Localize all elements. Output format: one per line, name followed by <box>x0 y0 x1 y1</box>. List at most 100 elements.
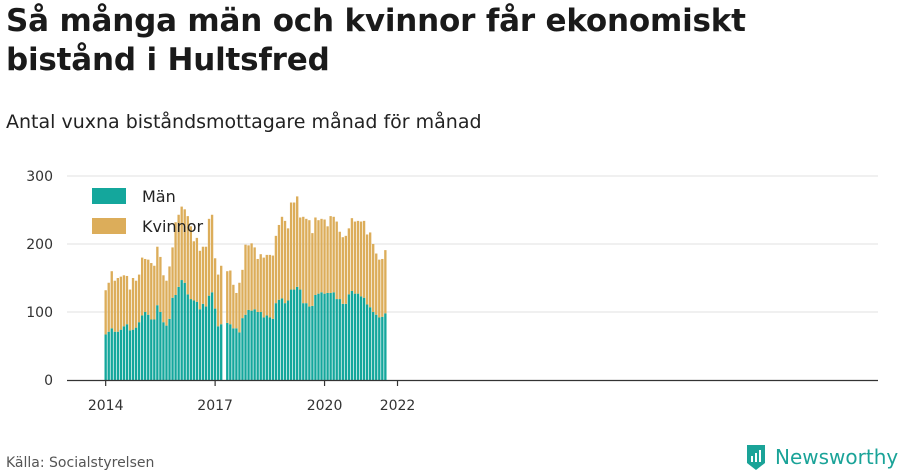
bar-kvinnor <box>137 274 141 323</box>
bar-man <box>198 309 202 380</box>
bar-man <box>177 286 180 380</box>
bar-kvinnor <box>283 220 287 304</box>
bar-man <box>262 317 265 380</box>
bar-man <box>253 309 256 380</box>
bar-kvinnor <box>362 220 366 298</box>
bar-man <box>204 306 208 380</box>
bar-man <box>226 322 229 380</box>
bar-man <box>189 299 192 380</box>
bar-man <box>238 332 241 380</box>
legend-label-kvinnor: Kvinnor <box>142 217 203 236</box>
legend-label-man: Män <box>142 187 176 206</box>
bar-man <box>186 294 189 380</box>
bar-kvinnor <box>122 275 126 327</box>
bar-kvinnor <box>207 218 211 296</box>
bar-man <box>356 293 360 380</box>
bar-kvinnor <box>150 263 153 320</box>
bar-kvinnor <box>271 255 275 319</box>
y-tick-label: 200 <box>26 237 53 253</box>
bar-man <box>311 305 314 380</box>
bar-kvinnor <box>347 228 351 295</box>
bar-kvinnor <box>195 237 199 302</box>
bar-man <box>110 328 113 380</box>
bar-kvinnor <box>274 235 278 304</box>
bar-kvinnor <box>192 241 196 301</box>
bar-kvinnor <box>189 226 192 300</box>
bar-kvinnor <box>332 216 335 293</box>
bar-man <box>341 303 344 380</box>
newsworthy-brand[interactable]: Newsworthy <box>745 442 898 472</box>
bar-kvinnor <box>165 280 168 326</box>
bar-man <box>368 307 372 380</box>
bar-kvinnor <box>314 217 317 295</box>
bar-man <box>329 292 332 380</box>
bar-man <box>372 312 375 380</box>
bar-kvinnor <box>356 220 360 294</box>
bar-man <box>153 319 156 380</box>
brand-name: Newsworthy <box>775 445 899 469</box>
bar-man <box>365 304 369 380</box>
bar-man <box>137 322 141 380</box>
bar-man <box>244 314 247 380</box>
bar-kvinnor <box>344 235 348 304</box>
bar-kvinnor <box>299 217 302 290</box>
bar-man <box>314 295 317 380</box>
bar-man <box>347 294 351 380</box>
bar-kvinnor <box>232 284 235 329</box>
bar-man <box>171 297 174 380</box>
bar-kvinnor <box>107 282 110 332</box>
bar-kvinnor <box>198 250 202 310</box>
stacked-bar-chart: 0 100 200 300 2014 2017 2020 2022 Män Kvinnor <box>26 169 878 414</box>
bar-kvinnor <box>326 226 329 293</box>
bar-man <box>232 328 235 380</box>
bar-man <box>201 303 205 380</box>
bar-kvinnor <box>238 282 241 333</box>
bar-kvinnor <box>292 202 296 290</box>
bar-kvinnor <box>131 278 135 330</box>
bar-kvinnor <box>365 234 369 305</box>
bar-man <box>271 318 275 380</box>
bar-kvinnor <box>368 232 372 308</box>
bar-kvinnor <box>134 280 138 328</box>
bar-man <box>344 303 348 380</box>
bar-man <box>119 329 123 380</box>
bar-kvinnor <box>256 258 259 312</box>
bar-kvinnor <box>216 274 220 327</box>
bar-kvinnor <box>104 290 107 335</box>
bar-man <box>362 297 366 380</box>
bar-kvinnor <box>140 257 144 316</box>
bar-man <box>195 301 199 380</box>
bar-kvinnor <box>174 222 177 295</box>
bar-kvinnor <box>201 246 205 304</box>
legend: Män Kvinnor <box>92 187 203 236</box>
bar-man <box>292 289 296 380</box>
bar-kvinnor <box>259 254 262 312</box>
bar-man <box>150 319 153 380</box>
bar-man <box>277 299 281 380</box>
y-tick-label: 300 <box>26 169 53 185</box>
bar-kvinnor <box>381 258 384 317</box>
bar-kvinnor <box>125 275 129 325</box>
bar-kvinnor <box>277 224 281 300</box>
bar-man <box>317 293 320 380</box>
bar-kvinnor <box>302 216 305 304</box>
bar-kvinnor <box>378 259 381 318</box>
chart-subtitle: Antal vuxna biståndsmottagare månad för … <box>6 111 482 133</box>
bar-man <box>162 322 165 380</box>
bar-man <box>332 292 335 380</box>
bar-kvinnor <box>162 275 165 323</box>
bar-man <box>213 308 217 380</box>
newsworthy-logo-icon <box>747 445 765 470</box>
bar-man <box>359 296 363 380</box>
bar-kvinnor <box>241 269 244 319</box>
bar-man <box>247 309 250 380</box>
bar-man <box>165 325 168 380</box>
bar-man <box>320 292 323 380</box>
bar-man <box>216 326 220 380</box>
bar-man <box>159 312 162 380</box>
bar-man <box>128 330 132 380</box>
bar-man <box>144 312 147 380</box>
bar-kvinnor <box>116 278 120 332</box>
bar-man <box>308 306 311 380</box>
bar-kvinnor <box>186 216 189 295</box>
